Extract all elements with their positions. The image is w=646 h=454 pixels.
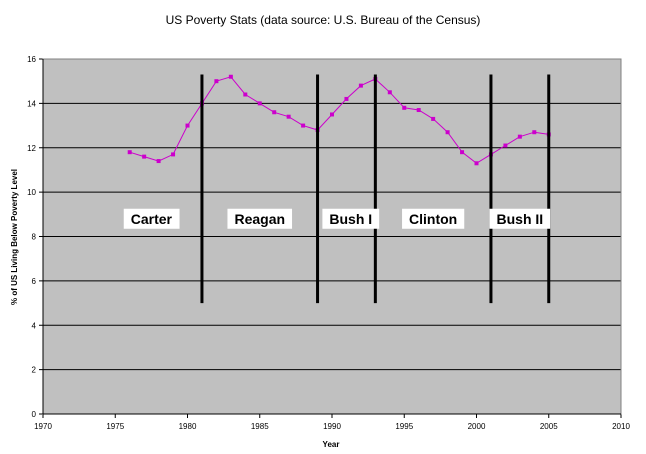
data-point-1983 (228, 74, 233, 79)
data-point-1988 (301, 123, 306, 128)
y-tick-label-2: 2 (32, 366, 37, 375)
data-point-1995 (402, 105, 407, 110)
era-label-box-reagan (227, 208, 293, 229)
data-point-2000 (474, 161, 479, 166)
y-tick-label-10: 10 (27, 188, 36, 197)
plot-area: 0 2 4 6 8 10 12 14 16 1970 1975 1980 1985 1990 1995 200… (27, 55, 630, 431)
data-point-1985 (257, 101, 262, 106)
y-tick-label-16: 16 (27, 55, 36, 64)
x-tick-label-1975: 1975 (106, 422, 124, 431)
data-point-1990 (330, 112, 334, 117)
era-label-box-clinton (402, 208, 465, 229)
era-label-carter: Carter (131, 211, 173, 227)
data-point-1979 (171, 152, 176, 157)
data-point-2002 (503, 143, 508, 148)
x-tick-label-1985: 1985 (251, 422, 269, 431)
x-tick-label-1970: 1970 (34, 422, 52, 431)
chart-title: US Poverty Stats (data source: U.S. Bure… (166, 13, 481, 27)
data-point-1994 (387, 90, 392, 95)
data-point-1977 (142, 154, 147, 159)
data-point-1984 (243, 92, 248, 97)
data-point-1999 (460, 150, 465, 155)
y-tick-label-4: 4 (32, 321, 37, 330)
data-point-1991 (344, 96, 349, 101)
data-point-1996 (416, 108, 421, 113)
y-tick-label-8: 8 (32, 233, 37, 242)
data-point-2004 (532, 130, 537, 135)
data-point-2003 (517, 134, 522, 139)
y-tick-label-6: 6 (32, 277, 37, 286)
era-label-box-bush-i (322, 208, 380, 229)
era-label-bush-i: Bush I (329, 211, 372, 227)
data-point-1976 (127, 150, 132, 155)
x-tick-label-2010: 2010 (612, 422, 630, 431)
era-label-reagan: Reagan (234, 211, 285, 227)
x-axis-label: Year (323, 440, 340, 449)
data-point-1987 (286, 114, 291, 119)
data-point-1980 (185, 123, 190, 128)
era-label-clinton: Clinton (409, 211, 457, 227)
era-label-box-bush-ii (489, 208, 551, 229)
series-line-0 (129, 76, 549, 164)
y-tick-label-14: 14 (27, 99, 36, 108)
x-tick-label-1995: 1995 (395, 422, 413, 431)
y-tick-label-12: 12 (27, 144, 36, 153)
data-point-1978 (156, 159, 161, 164)
data-point-1992 (358, 83, 363, 88)
data-point-1982 (214, 79, 219, 84)
y-axis-label: % of US Living Below Poverty Level (10, 169, 19, 305)
x-tick-label-1980: 1980 (179, 422, 197, 431)
era-label-bush-ii: Bush II (497, 211, 544, 227)
x-tick-label-2005: 2005 (540, 422, 558, 431)
x-tick-label-1990: 1990 (323, 422, 341, 431)
data-point-1998 (445, 130, 450, 135)
era-label-box-carter (123, 208, 180, 229)
data-point-1986 (272, 110, 277, 115)
data-point-1997 (431, 116, 436, 121)
x-tick-label-2000: 2000 (468, 422, 486, 431)
y-tick-label-0: 0 (32, 410, 37, 419)
